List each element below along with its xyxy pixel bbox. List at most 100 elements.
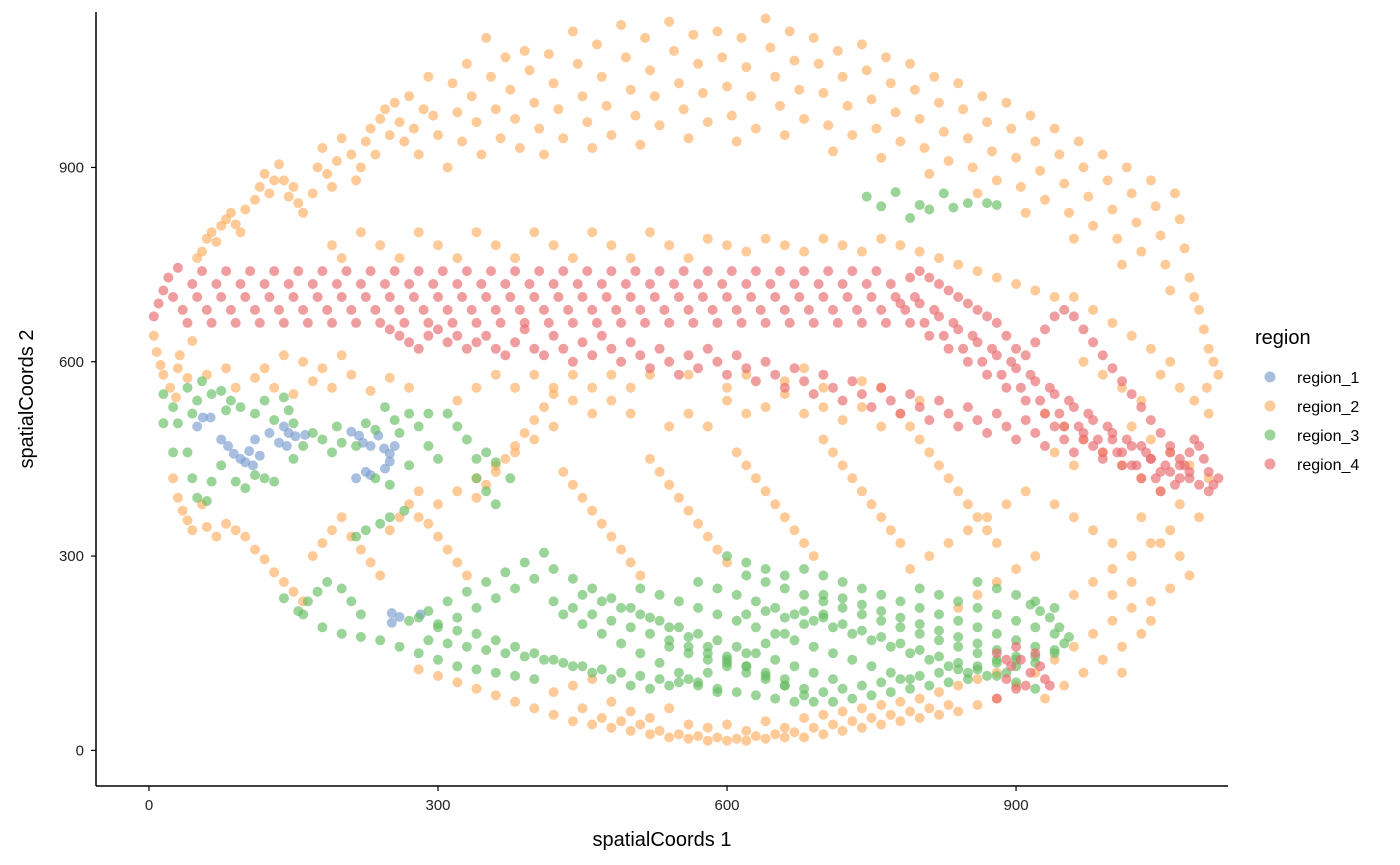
data-point (967, 162, 978, 173)
data-point (731, 304, 742, 315)
data-point (1145, 343, 1156, 354)
data-point (645, 279, 655, 289)
data-point (847, 130, 858, 141)
data-point (683, 733, 694, 744)
data-point (934, 311, 944, 322)
data-point (510, 337, 521, 348)
legend-label: region_1 (1297, 370, 1359, 387)
legend: region region_1 region_2 region_3 region_4 (1255, 327, 1359, 474)
data-point (953, 421, 964, 432)
data-point (1126, 441, 1137, 451)
legend-item-region-4: region_4 (1264, 457, 1359, 474)
data-point (702, 531, 713, 542)
data-point (567, 26, 578, 37)
data-point (678, 104, 689, 115)
data-point (452, 661, 463, 672)
data-point (996, 369, 1007, 380)
data-point (702, 421, 713, 432)
data-point (958, 343, 969, 354)
data-point (1030, 551, 1041, 562)
data-point (673, 622, 684, 633)
data-point (151, 347, 162, 357)
data-point (789, 727, 800, 738)
data-point (895, 538, 906, 549)
data-point (1001, 654, 1012, 665)
data-point (394, 641, 405, 652)
data-point (283, 191, 294, 202)
data-point (1078, 428, 1089, 438)
data-point (702, 343, 713, 354)
data-point (341, 266, 352, 277)
data-point (625, 337, 636, 348)
data-point (567, 716, 578, 727)
data-point (481, 577, 492, 587)
data-point (587, 227, 598, 238)
data-point (601, 100, 612, 111)
data-point (726, 266, 737, 277)
data-point (1011, 641, 1022, 652)
data-point (818, 589, 829, 600)
data-point (1044, 612, 1055, 623)
data-point (1030, 136, 1041, 147)
data-point (972, 577, 983, 587)
data-point (394, 253, 405, 264)
data-point (1030, 648, 1041, 659)
data-point (1155, 486, 1166, 497)
data-point (1117, 641, 1127, 652)
data-point (871, 123, 882, 134)
data-point (982, 428, 993, 438)
data-point (1040, 324, 1050, 335)
data-point (587, 408, 598, 419)
data-point (823, 120, 834, 131)
data-point (370, 424, 381, 435)
data-point (1170, 188, 1180, 199)
data-point (895, 240, 906, 251)
data-point (616, 20, 627, 30)
data-point (972, 638, 983, 649)
data-point (187, 336, 198, 346)
x-tick-label: 600 (715, 797, 740, 814)
data-point (1131, 217, 1142, 228)
data-point (577, 661, 588, 672)
data-point (182, 372, 193, 383)
data-point (1020, 395, 1031, 406)
data-point (596, 518, 607, 529)
data-point (490, 635, 501, 646)
data-point (230, 525, 241, 536)
data-point (654, 657, 665, 668)
data-point (250, 544, 260, 555)
data-point (577, 703, 588, 714)
data-point (625, 253, 636, 264)
data-point (476, 149, 487, 160)
data-point (1040, 194, 1050, 205)
data-point (1030, 376, 1041, 387)
data-point (452, 330, 463, 341)
data-point (750, 622, 761, 633)
data-point (274, 159, 284, 170)
data-point (760, 356, 771, 367)
data-point (1088, 441, 1099, 451)
data-point (885, 687, 896, 698)
data-point (413, 343, 424, 354)
data-point (664, 356, 675, 367)
data-point (447, 78, 458, 89)
data-point (635, 583, 646, 594)
data-point (177, 304, 188, 315)
data-point (1165, 525, 1176, 536)
data-point (322, 168, 333, 179)
data-point (799, 606, 810, 617)
data-point (693, 577, 704, 587)
data-point (847, 473, 858, 484)
legend-item-region-2: region_2 (1264, 399, 1359, 416)
data-point (813, 58, 824, 69)
data-point (423, 518, 434, 529)
data-point (596, 596, 607, 607)
data-point (1117, 259, 1127, 270)
data-point (216, 385, 227, 396)
data-point (625, 706, 636, 717)
data-point (317, 143, 328, 153)
data-point (539, 350, 549, 361)
data-point (327, 240, 337, 251)
data-point (712, 732, 723, 743)
